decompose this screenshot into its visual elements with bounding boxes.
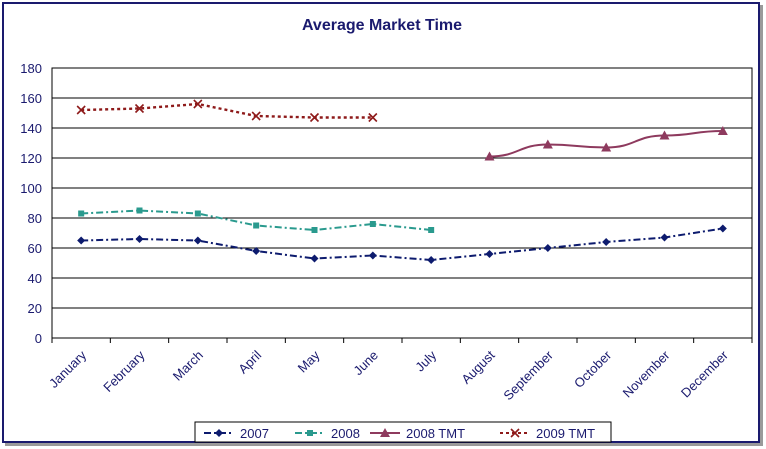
data-point bbox=[542, 139, 553, 149]
series-2007 bbox=[77, 224, 727, 264]
data-point bbox=[310, 254, 319, 263]
x-tick-label: February bbox=[100, 347, 148, 395]
data-point bbox=[251, 111, 261, 121]
x-tick-label: May bbox=[295, 347, 323, 375]
data-point bbox=[136, 207, 143, 214]
data-point bbox=[485, 250, 494, 258]
data-point bbox=[368, 112, 378, 123]
data-point bbox=[659, 130, 670, 140]
data-point bbox=[718, 224, 727, 233]
series-2009-tmt bbox=[76, 99, 378, 123]
grid-lines bbox=[52, 97, 752, 309]
series-line bbox=[81, 227, 723, 262]
y-tick-label: 160 bbox=[20, 91, 42, 106]
data-point bbox=[427, 256, 436, 264]
y-axis-ticks: 0 20 40 60 80 100 120 140 160 180 bbox=[20, 61, 42, 346]
x-tick-label: April bbox=[235, 347, 264, 376]
y-tick-label: 120 bbox=[20, 151, 42, 166]
data-point bbox=[717, 126, 728, 135]
legend-label: 2007 bbox=[240, 426, 269, 441]
data-point bbox=[484, 151, 495, 161]
x-axis-ticks: January February March April May June July Augu… bbox=[46, 338, 753, 403]
plot-area bbox=[51, 67, 753, 339]
data-point bbox=[252, 247, 261, 255]
y-tick-label: 20 bbox=[28, 301, 42, 316]
legend-marker bbox=[510, 428, 520, 438]
x-tick-label: December bbox=[678, 347, 731, 400]
x-tick-label: March bbox=[170, 348, 206, 384]
data-point bbox=[602, 238, 611, 246]
data-point bbox=[193, 236, 202, 245]
data-point bbox=[428, 227, 435, 233]
legend-marker bbox=[215, 429, 223, 437]
data-point bbox=[601, 142, 612, 152]
x-tick-label: November bbox=[620, 347, 673, 400]
legend-box bbox=[194, 421, 612, 443]
chart-frame bbox=[2, 2, 760, 443]
legend: 2007 2008 2008 TMT 2009 TMT bbox=[194, 421, 612, 443]
series-group bbox=[76, 99, 728, 264]
data-point bbox=[193, 99, 203, 109]
data-point bbox=[135, 235, 144, 243]
data-point bbox=[311, 227, 318, 233]
x-tick-label: August bbox=[458, 347, 497, 386]
y-tick-label: 180 bbox=[20, 61, 42, 76]
data-point bbox=[134, 103, 145, 114]
data-point bbox=[309, 112, 320, 123]
x-tick-label: June bbox=[350, 348, 381, 379]
data-point bbox=[77, 236, 86, 245]
y-tick-label: 40 bbox=[28, 271, 42, 286]
data-point bbox=[660, 233, 669, 242]
x-tick-label: January bbox=[46, 347, 90, 391]
data-point bbox=[369, 221, 376, 227]
data-point bbox=[76, 105, 86, 115]
series-2008 bbox=[78, 207, 435, 233]
y-tick-label: 0 bbox=[35, 331, 42, 346]
x-tick-label: October bbox=[571, 347, 615, 391]
data-point bbox=[78, 210, 85, 217]
series-2008-tmt bbox=[484, 126, 728, 161]
y-tick-label: 60 bbox=[28, 241, 42, 256]
legend-label: 2009 TMT bbox=[536, 426, 595, 441]
legend-label: 2008 TMT bbox=[406, 426, 465, 441]
data-point bbox=[253, 222, 260, 229]
data-point bbox=[543, 244, 552, 252]
y-tick-label: 140 bbox=[20, 121, 42, 136]
series-line bbox=[81, 102, 373, 119]
legend-marker bbox=[307, 430, 313, 436]
y-tick-label: 100 bbox=[20, 181, 42, 196]
x-tick-label: September bbox=[500, 347, 556, 403]
chart-title: Average Market Time bbox=[302, 17, 462, 34]
legend-marker bbox=[380, 428, 390, 437]
legend-label: 2008 bbox=[331, 426, 360, 441]
data-point bbox=[194, 210, 201, 217]
data-point bbox=[368, 251, 377, 260]
x-tick-label: July bbox=[412, 347, 439, 374]
y-tick-label: 80 bbox=[28, 211, 42, 226]
